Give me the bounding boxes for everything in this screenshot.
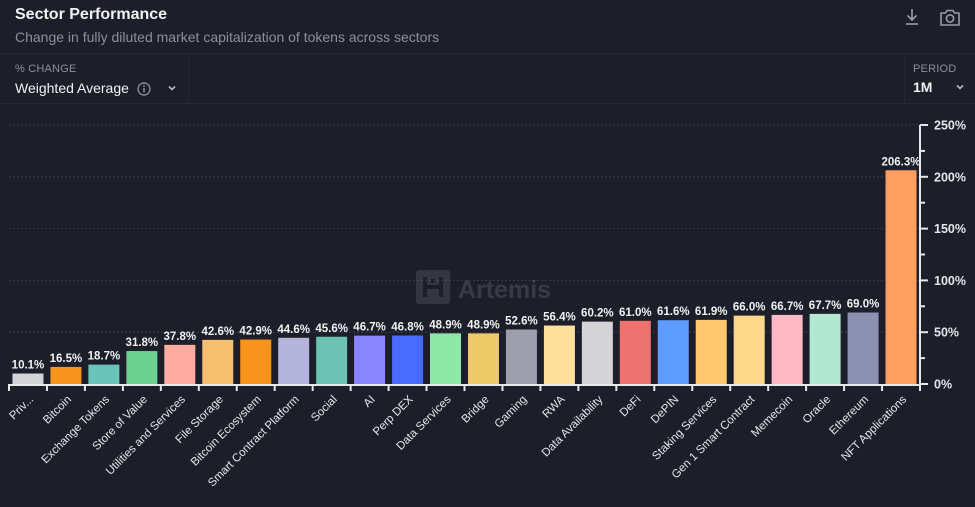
divider [0, 103, 975, 104]
x-tick-label: NFT Applications [839, 393, 909, 463]
x-tick-label: Bitcoin Ecosystem [189, 394, 264, 469]
data-label: 61.0% [619, 307, 652, 319]
x-tick-label: Exchange Tokens [39, 393, 112, 466]
data-label: 18.7% [88, 351, 121, 363]
data-label: 66.7% [771, 301, 804, 313]
data-label: 61.9% [695, 306, 728, 318]
bar[interactable] [278, 337, 310, 384]
bar[interactable] [202, 339, 234, 384]
period-label: PERIOD [913, 63, 957, 75]
x-tick-label: Staking Services [650, 393, 719, 462]
camera-icon[interactable] [938, 6, 962, 28]
data-label: 48.9% [429, 319, 462, 331]
data-label: 61.6% [657, 306, 690, 318]
x-axis [8, 384, 921, 391]
bar[interactable] [733, 315, 765, 384]
x-tick-label: RWA [541, 393, 568, 420]
data-labels: 10.1% 16.5% 18.7% 31.8% 37.8% 42.6% 42.9% 44.6%… [12, 156, 921, 371]
y-tick-label: 200% [934, 170, 966, 184]
bar[interactable] [467, 333, 499, 384]
y-tick-label: 250% [934, 119, 966, 133]
change-label: % CHANGE [15, 63, 77, 75]
data-label: 67.7% [809, 300, 842, 312]
x-tick-label: DePIN [649, 394, 681, 426]
change-value[interactable]: Weighted Average [15, 80, 129, 96]
divider [188, 54, 189, 103]
divider [904, 54, 905, 103]
data-label: 52.6% [505, 316, 538, 328]
bar[interactable] [12, 373, 44, 384]
bar[interactable] [847, 312, 879, 384]
data-label: 42.9% [239, 326, 272, 338]
bar[interactable] [543, 325, 575, 384]
x-tick-label: Gaming [493, 394, 530, 431]
data-label: 48.9% [467, 319, 500, 331]
bar[interactable] [392, 335, 424, 384]
bar[interactable] [316, 336, 348, 384]
chevron-down-icon[interactable] [166, 82, 178, 94]
data-label: 44.6% [277, 324, 310, 336]
bar[interactable] [581, 321, 613, 384]
period-value[interactable]: 1M [913, 79, 933, 95]
x-tick-label: DeFi [618, 394, 644, 420]
watermark-text: Artemis [458, 276, 551, 304]
data-label: 69.0% [847, 299, 880, 311]
data-label: 46.7% [353, 322, 386, 334]
data-label: 45.6% [315, 323, 348, 335]
data-label: 42.6% [201, 326, 234, 338]
data-label: 31.8% [126, 337, 159, 349]
data-label: 56.4% [543, 312, 576, 324]
info-icon[interactable] [137, 82, 151, 96]
x-tick-label: Bridge [460, 394, 492, 426]
bar[interactable] [771, 314, 803, 384]
download-icon[interactable] [901, 6, 923, 28]
x-tick-label: Social [309, 394, 340, 425]
x-tick-label: Bitcoin [41, 394, 74, 427]
x-tick-label: Oracle [801, 394, 833, 426]
artemis-logo [416, 270, 450, 304]
data-label: 206.3% [882, 156, 921, 168]
bar[interactable] [88, 364, 120, 384]
bar[interactable] [695, 319, 727, 384]
bar[interactable] [240, 339, 272, 384]
bar[interactable] [126, 351, 158, 384]
y-tick-label: 50% [934, 326, 959, 340]
y-tick-label: 150% [934, 222, 966, 236]
y-tick-label: 0% [934, 378, 952, 392]
bar[interactable] [619, 320, 651, 384]
data-label: 66.0% [733, 302, 766, 314]
bar[interactable] [505, 329, 537, 384]
chart-title: Sector Performance [15, 6, 168, 23]
bars [12, 170, 917, 384]
y-tick-label: 100% [934, 274, 966, 288]
bar[interactable] [354, 335, 386, 384]
data-label: 10.1% [12, 360, 45, 372]
artemis-watermark: Artemis [416, 270, 551, 304]
x-tick-label: Priv... [7, 394, 36, 423]
data-label: 16.5% [50, 353, 83, 365]
bar[interactable] [50, 366, 82, 384]
data-label: 46.8% [391, 322, 424, 334]
x-tick-label: Memecoin [749, 394, 795, 440]
y-axis: 0% 50% 100% 150% 200% 250% [919, 119, 966, 392]
divider [0, 53, 975, 54]
data-label: 60.2% [581, 308, 614, 320]
bar[interactable] [430, 333, 462, 384]
data-label: 37.8% [164, 331, 197, 343]
bar[interactable] [809, 313, 841, 384]
chevron-down-icon[interactable] [954, 81, 966, 93]
bar[interactable] [657, 320, 689, 384]
bar[interactable] [885, 170, 917, 384]
x-tick-label: AI [362, 394, 378, 410]
chart-subtitle: Change in fully diluted market capitaliz… [15, 29, 440, 45]
bar[interactable] [164, 344, 196, 384]
artemis-logo-mark [423, 277, 443, 297]
